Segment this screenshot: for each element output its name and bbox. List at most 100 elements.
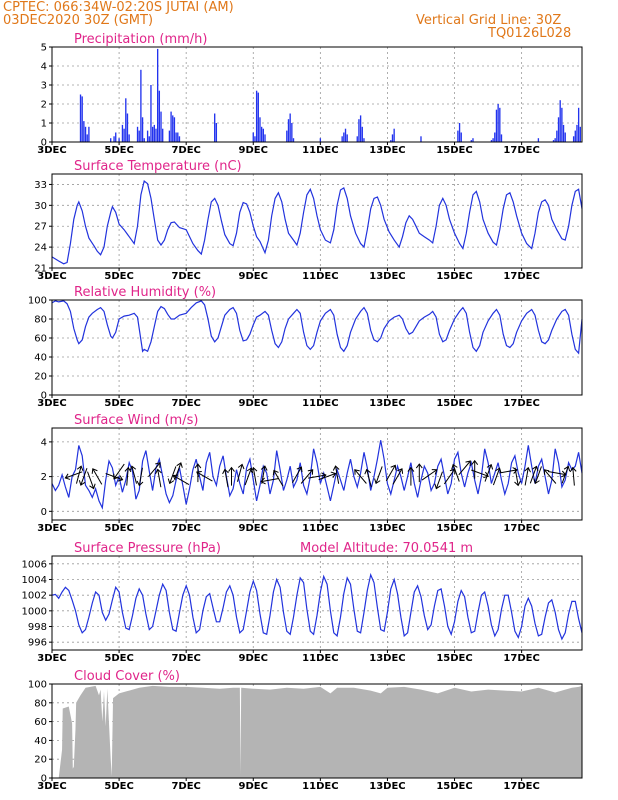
wind-arrow-head bbox=[330, 471, 337, 478]
precip-bar bbox=[255, 90, 258, 142]
precip-bar bbox=[344, 128, 347, 142]
wind-arrow-shaft bbox=[484, 464, 492, 482]
wind-arrow-head bbox=[117, 475, 124, 482]
precip-bar bbox=[262, 128, 264, 142]
panel-title: Surface Pressure (hPa) bbox=[74, 541, 221, 556]
precip-bar bbox=[83, 121, 85, 142]
wind-arrow-shaft bbox=[87, 471, 95, 489]
wind-arrow-shaft bbox=[471, 469, 489, 477]
precip-bar bbox=[291, 123, 293, 142]
x-tick-label: 7DEC bbox=[171, 271, 200, 282]
y-tick-label: 1004 bbox=[22, 575, 47, 586]
wind-arrow-shaft bbox=[354, 469, 367, 484]
precip-bar bbox=[556, 130, 558, 142]
panel-frame bbox=[51, 555, 583, 651]
y-tick-label: 60 bbox=[34, 717, 47, 728]
wind-arrow-shaft bbox=[335, 465, 340, 484]
precip-bar bbox=[252, 132, 254, 142]
wind-arrow-shaft bbox=[174, 462, 182, 481]
y-tick-label: 100 bbox=[28, 296, 47, 307]
precip-bar bbox=[146, 130, 149, 142]
wind-arrow bbox=[113, 463, 125, 480]
precip-bar bbox=[173, 117, 176, 142]
wind-arrow-shaft bbox=[75, 466, 82, 484]
x-tick-label: 11DEC bbox=[302, 653, 338, 664]
wind-arrow bbox=[236, 463, 245, 482]
x-tick-label: 13DEC bbox=[369, 653, 405, 664]
x-tick-label: 3DEC bbox=[37, 653, 66, 664]
precip-bar bbox=[170, 111, 172, 142]
wind-arrow bbox=[91, 468, 103, 485]
y-tick-label: 0 bbox=[41, 138, 47, 149]
header-model: TQ0126L028 bbox=[487, 26, 571, 41]
precip-bar bbox=[458, 123, 461, 142]
x-tick-label: 11DEC bbox=[302, 145, 338, 156]
precip-bar bbox=[110, 138, 112, 142]
wind-arrow-head bbox=[471, 459, 479, 466]
precip-bar bbox=[472, 138, 474, 142]
wind-arrow-head bbox=[228, 466, 235, 472]
wind-arrow bbox=[458, 460, 471, 476]
wind-arrow-head bbox=[543, 469, 550, 475]
wind-arrow bbox=[407, 466, 415, 486]
wind-arrow-shaft bbox=[169, 466, 177, 484]
wind-arrow-head bbox=[272, 469, 279, 476]
wind-arrow-shaft bbox=[273, 470, 284, 487]
wind-arrow-head bbox=[332, 465, 340, 471]
wind-arrow bbox=[300, 469, 314, 484]
precip-bar bbox=[136, 126, 139, 142]
panel-title: Cloud Cover (%) bbox=[74, 669, 180, 684]
x-tick-label: 9DEC bbox=[239, 653, 268, 664]
wind-arrow-head bbox=[237, 463, 245, 470]
precip-bar bbox=[158, 90, 161, 142]
precip-bar bbox=[286, 130, 288, 142]
precip-bar bbox=[81, 96, 83, 142]
precip-bar bbox=[168, 130, 171, 142]
y-tick-label: 1006 bbox=[22, 559, 47, 570]
y-tick-label: 5 bbox=[41, 43, 47, 54]
wind-arrow-head bbox=[483, 471, 489, 479]
x-tick-label: 15DEC bbox=[436, 145, 472, 156]
y-tick-label: 0 bbox=[41, 391, 47, 402]
panel-title: Relative Humidity (%) bbox=[74, 285, 216, 300]
precip-bar bbox=[359, 115, 362, 142]
panel-1: Surface Temperature (nC) 3DEC 5DEC 7DEC 9DEC… bbox=[34, 159, 583, 282]
y-tick-label: 3 bbox=[41, 81, 47, 92]
wind-arrow bbox=[75, 465, 84, 484]
x-tick-label: 5DEC bbox=[104, 145, 133, 156]
wind-arrow bbox=[421, 469, 438, 481]
wind-arrow-shaft bbox=[261, 478, 279, 483]
x-tick-label: 17DEC bbox=[503, 398, 539, 409]
x-tick-label: 17DEC bbox=[503, 781, 539, 792]
x-tick-label: 9DEC bbox=[239, 271, 268, 282]
x-tick-label: 7DEC bbox=[171, 653, 200, 664]
wind-arrow bbox=[155, 468, 162, 488]
cloud-cover-area bbox=[52, 685, 582, 778]
precip-bar bbox=[141, 117, 144, 142]
wind-arrow-shaft bbox=[392, 468, 403, 485]
wind-arrow-shaft bbox=[236, 464, 243, 482]
wind-arrow-shaft bbox=[499, 469, 518, 474]
y-tick-label: 0 bbox=[41, 774, 47, 785]
precip-bar bbox=[490, 140, 493, 142]
wind-arrow bbox=[318, 471, 337, 481]
wind-arrow-head bbox=[250, 466, 258, 473]
wind-arrow-shaft bbox=[300, 469, 314, 484]
wind-arrow bbox=[354, 469, 367, 484]
precip-bar bbox=[115, 132, 117, 142]
x-tick-label: 17DEC bbox=[503, 523, 539, 534]
wind-arrow bbox=[514, 467, 521, 487]
precip-bar bbox=[358, 119, 360, 142]
wind-arrow-head bbox=[78, 480, 86, 486]
wind-arrow-head bbox=[397, 468, 404, 474]
precip-bar bbox=[148, 136, 150, 142]
wind-arrow-shaft bbox=[458, 460, 471, 476]
precip-bar bbox=[470, 140, 472, 142]
wind-arrow bbox=[260, 477, 279, 485]
precip-bar bbox=[457, 130, 459, 142]
wind-arrow bbox=[332, 465, 340, 484]
wind-arrow bbox=[364, 468, 372, 488]
wind-arrow bbox=[167, 466, 177, 485]
wind-arrow-head bbox=[374, 478, 381, 485]
wind-arrow-head bbox=[431, 469, 438, 475]
